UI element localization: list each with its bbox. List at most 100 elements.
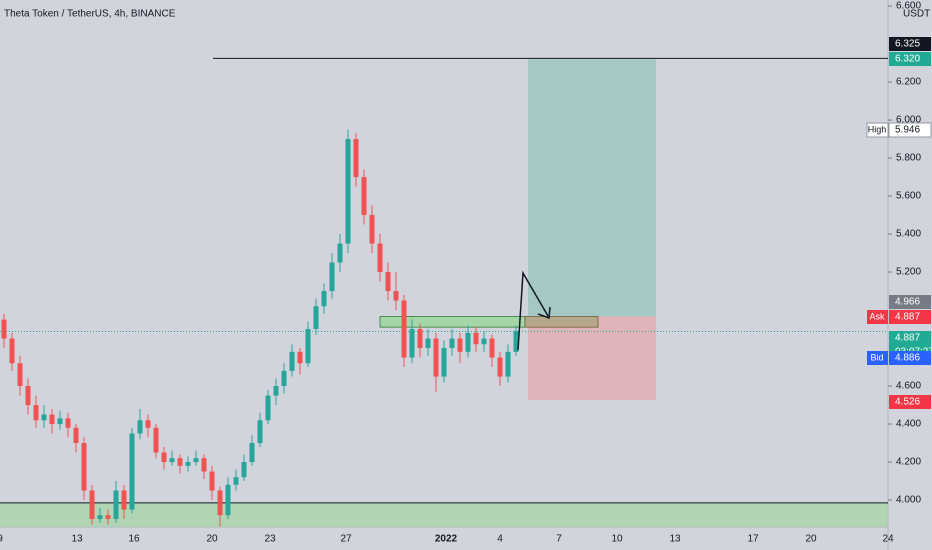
- price-badge: [889, 295, 931, 309]
- candle-body: [449, 338, 455, 349]
- candle-body: [17, 363, 23, 387]
- y-tick-label: 6.200: [896, 77, 921, 88]
- candle-body: [289, 351, 295, 371]
- y-tick-label: 5.200: [896, 267, 921, 278]
- projection-arrow: [517, 270, 549, 351]
- support-zone: [0, 502, 888, 527]
- candle-body: [89, 490, 95, 520]
- candle-body: [345, 139, 351, 244]
- candle-body: [41, 414, 47, 421]
- candle-body: [97, 515, 103, 520]
- badge-name: High: [868, 124, 887, 134]
- y-tick-label: 6.000: [896, 115, 921, 126]
- candle-body: [217, 490, 223, 516]
- x-tick-label: 24: [882, 534, 894, 545]
- candle-body: [321, 291, 327, 307]
- candle-body: [193, 458, 199, 463]
- candle-body: [65, 418, 71, 428]
- candle-body: [401, 300, 407, 358]
- price-badge: [889, 351, 931, 365]
- price-badge-label: 6.325: [895, 39, 920, 50]
- price-badge-label: 6.320: [895, 54, 920, 65]
- candle-body: [257, 420, 263, 444]
- candle-body: [33, 405, 39, 421]
- price-badge-label: 4.966: [895, 297, 920, 308]
- x-tick-label: 27: [340, 534, 352, 545]
- candle-body: [417, 329, 423, 349]
- chart-title: Theta Token / TetherUS, 4h, BINANCE: [4, 9, 176, 20]
- candle-body: [1, 319, 7, 339]
- price-badge: [889, 52, 931, 66]
- y-tick-label: 6.600: [896, 1, 921, 12]
- candle-body: [441, 348, 447, 377]
- x-tick-label: 10: [611, 534, 623, 545]
- badge-name-box: [867, 351, 888, 365]
- candle-body: [305, 329, 311, 364]
- candle-body: [297, 351, 303, 364]
- candle-body: [25, 386, 31, 406]
- y-tick-label: 4.400: [896, 419, 921, 430]
- candle-body: [353, 139, 359, 178]
- candle-body: [225, 484, 231, 516]
- x-tick-label: 20: [206, 534, 218, 545]
- candle-body: [265, 395, 271, 421]
- y-tick-label: 4.600: [896, 381, 921, 392]
- price-badge: [889, 37, 931, 51]
- profit-area: [528, 59, 656, 317]
- x-tick-label: 17: [747, 534, 759, 545]
- y-tick-label: 5.800: [896, 153, 921, 164]
- x-tick-label: 20: [805, 534, 817, 545]
- candle-body: [361, 177, 367, 216]
- x-tick-label: 23: [264, 534, 276, 545]
- candle-body: [513, 330, 519, 352]
- candle-body: [9, 338, 15, 364]
- price-badge-label: 4.526: [895, 397, 920, 408]
- candle-body: [73, 427, 79, 444]
- candle-body: [505, 351, 511, 377]
- price-badge: [889, 395, 931, 409]
- candle-body: [369, 215, 375, 244]
- candle-body: [153, 427, 159, 453]
- price-badge-label: 4.887: [895, 333, 920, 344]
- candle-body: [121, 490, 127, 510]
- candle-body: [457, 338, 463, 352]
- price-badge: [889, 310, 931, 324]
- badge-name: Ask: [869, 311, 885, 321]
- candle-body: [161, 452, 167, 463]
- candle-body: [185, 462, 191, 466]
- price-badge: [888, 122, 932, 138]
- candle-body: [337, 243, 343, 263]
- candle-body: [497, 357, 503, 377]
- candle-body: [49, 414, 55, 425]
- badge-name-box: [866, 122, 889, 138]
- x-tick-label: 13: [669, 534, 681, 545]
- candle-body: [145, 420, 151, 428]
- x-tick-label: 4: [497, 534, 503, 545]
- candle-body: [473, 332, 479, 345]
- candle-body: [241, 462, 247, 478]
- y-tick-label: 5.600: [896, 191, 921, 202]
- candle-body: [433, 338, 439, 377]
- price-badge-label: 4.887: [895, 312, 920, 323]
- candle-body: [393, 291, 399, 301]
- candle-body: [409, 329, 415, 358]
- candle-body: [377, 243, 383, 273]
- badge-name-box: [867, 310, 888, 324]
- candle-body: [425, 338, 431, 349]
- y-tick-label: 5.400: [896, 229, 921, 240]
- candle-body: [113, 490, 119, 520]
- x-tick-label: 2022: [435, 534, 458, 545]
- candle-body: [313, 306, 319, 330]
- x-tick-label: 7: [556, 534, 562, 545]
- candle-body: [329, 262, 335, 292]
- candle-body: [489, 338, 495, 358]
- loss-area: [528, 316, 656, 401]
- candle-body: [81, 443, 87, 491]
- x-tick-label: 13: [71, 534, 83, 545]
- candle-body: [209, 471, 215, 491]
- arrow-head: [537, 306, 551, 320]
- candle-body: [129, 433, 135, 510]
- candle-body: [249, 443, 255, 463]
